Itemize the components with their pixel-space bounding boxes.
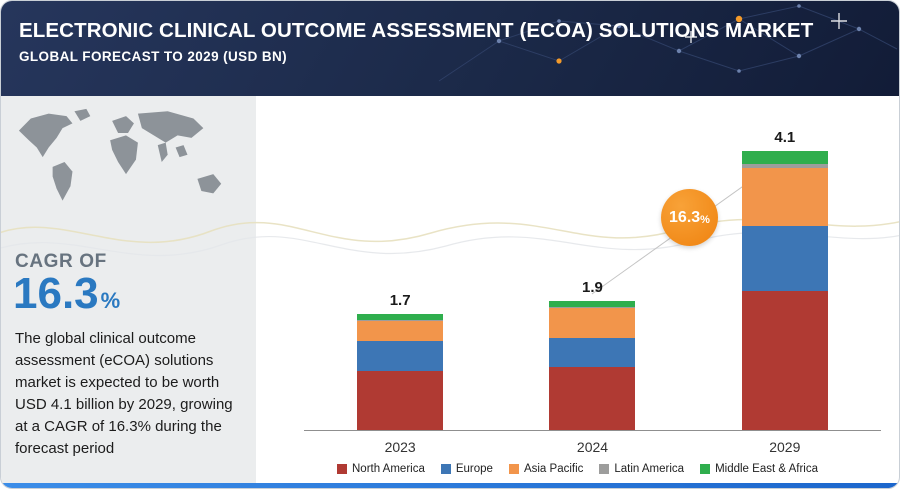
bar-segment-north-america <box>549 366 636 430</box>
bar-segment-middle-east-africa <box>549 300 636 307</box>
legend-item: Asia Pacific <box>508 463 584 475</box>
legend-label: North America <box>352 463 425 475</box>
badge-percent-sign: % <box>700 213 710 226</box>
header: ELECTRONIC CLINICAL OUTCOME ASSESSMENT (… <box>1 1 899 96</box>
header-text: ELECTRONIC CLINICAL OUTCOME ASSESSMENT (… <box>19 19 813 64</box>
x-axis-label: 2029 <box>769 439 801 455</box>
cagr-number: 16.3 <box>13 269 99 318</box>
bar-segment-north-america <box>357 370 444 430</box>
legend-label: Asia Pacific <box>523 463 584 475</box>
legend-swatch <box>440 464 451 474</box>
x-axis-label: 2023 <box>384 439 416 455</box>
bar-segment-latin-america <box>549 306 636 309</box>
legend-swatch <box>508 464 519 474</box>
bar-segment-middle-east-africa <box>357 314 444 320</box>
bars-row: 1.7 2023 1.9 2024 4.1 2029 <box>304 129 881 455</box>
cagr-growth-badge: 16.3% <box>661 189 718 246</box>
page-subtitle: GLOBAL FORECAST TO 2029 (USD BN) <box>19 49 288 64</box>
bottom-accent-bar <box>1 483 899 488</box>
cagr-label: CAGR OF <box>15 251 107 272</box>
bar-segment-middle-east-africa <box>741 151 828 165</box>
stacked-bar <box>357 314 444 430</box>
bar-group-2029: 4.1 2029 <box>741 129 828 455</box>
x-axis-line <box>304 430 881 431</box>
bar-segment-asia-pacific <box>741 168 828 227</box>
legend-swatch <box>599 464 610 474</box>
world-map-icon <box>18 108 222 201</box>
x-axis-label: 2024 <box>576 439 609 455</box>
page-title: ELECTRONIC CLINICAL OUTCOME ASSESSMENT (… <box>19 19 814 42</box>
legend-label: Middle East & Africa <box>715 463 818 475</box>
bar-total-label: 4.1 <box>774 129 796 147</box>
legend-item: Europe <box>440 463 493 475</box>
bar-segment-europe <box>741 226 828 291</box>
bar-segment-latin-america <box>357 319 444 322</box>
bar-segment-europe <box>357 340 444 371</box>
bar-segment-latin-america <box>741 164 828 169</box>
bar-group-2024: 1.9 2024 <box>549 278 636 455</box>
legend-item: Latin America <box>599 463 684 475</box>
bar-segment-north-america <box>741 290 828 430</box>
chart-legend: North America Europe Asia Pacific Latin Ame… <box>256 463 899 475</box>
network-decoration-icon <box>438 4 898 82</box>
bar-total-label: 1.9 <box>582 278 603 296</box>
bar-segment-asia-pacific <box>549 308 636 338</box>
legend-swatch <box>700 464 711 474</box>
legend-item: Middle East & Africa <box>700 463 818 475</box>
cagr-value: 16.3% <box>13 272 120 316</box>
legend-label: Latin America <box>614 463 685 475</box>
bar-group-2023: 1.7 2023 <box>357 292 444 455</box>
bar-total-label: 1.7 <box>389 292 411 310</box>
bar-segment-europe <box>549 337 636 367</box>
bar-segment-asia-pacific <box>357 321 444 341</box>
legend-item: North America <box>337 463 425 475</box>
legend-label: Europe <box>455 463 493 475</box>
cagr-percent-sign: % <box>100 288 121 313</box>
legend-swatch <box>337 464 347 474</box>
market-description: The global clinical outcome assessment (… <box>15 330 233 458</box>
stacked-bar <box>549 300 636 430</box>
chart-panel: 1.7 2023 1.9 2024 4.1 2029 16.3% North Americ… <box>256 96 899 483</box>
sidebar: CAGR OF 16.3% The global clinical outcom… <box>1 96 256 483</box>
badge-value: 16.3 <box>669 208 701 226</box>
stacked-bar <box>741 151 828 430</box>
